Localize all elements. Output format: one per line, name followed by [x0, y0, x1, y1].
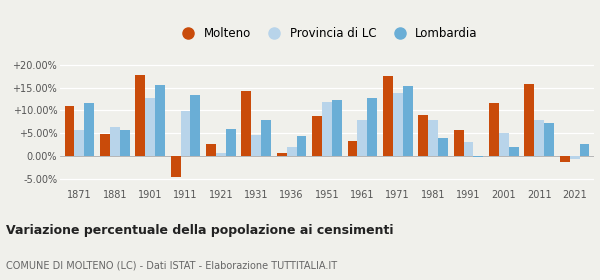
Bar	[332, 100, 342, 156]
Bar	[206, 144, 216, 156]
Bar	[473, 156, 484, 157]
Text: COMUNE DI MOLTENO (LC) - Dati ISTAT - Elaborazione TUTTITALIA.IT: COMUNE DI MOLTENO (LC) - Dati ISTAT - El…	[6, 261, 337, 271]
Bar	[251, 135, 261, 156]
Bar	[136, 75, 145, 156]
Text: Variazione percentuale della popolazione ai censimenti: Variazione percentuale della popolazione…	[6, 224, 394, 237]
Bar	[438, 138, 448, 156]
Bar	[393, 93, 403, 156]
Bar	[403, 87, 413, 156]
Bar	[464, 142, 473, 156]
Bar	[241, 91, 251, 156]
Bar	[322, 102, 332, 156]
Bar	[120, 130, 130, 156]
Bar	[544, 123, 554, 156]
Bar	[74, 130, 85, 156]
Bar	[560, 156, 569, 162]
Bar	[110, 127, 120, 156]
Bar	[261, 120, 271, 156]
Bar	[569, 156, 580, 160]
Bar	[418, 115, 428, 156]
Bar	[287, 147, 296, 156]
Bar	[181, 111, 190, 156]
Bar	[524, 84, 534, 156]
Bar	[296, 136, 307, 156]
Bar	[65, 106, 74, 156]
Bar	[454, 130, 464, 156]
Bar	[367, 98, 377, 156]
Bar	[170, 156, 181, 177]
Legend: Molteno, Provincia di LC, Lombardia: Molteno, Provincia di LC, Lombardia	[172, 22, 482, 45]
Bar	[277, 153, 287, 156]
Bar	[509, 147, 518, 156]
Bar	[216, 153, 226, 156]
Bar	[155, 85, 165, 156]
Bar	[489, 103, 499, 156]
Bar	[190, 95, 200, 156]
Bar	[347, 141, 358, 156]
Bar	[226, 129, 236, 156]
Bar	[358, 120, 367, 156]
Bar	[428, 120, 438, 156]
Bar	[145, 98, 155, 156]
Bar	[383, 76, 393, 156]
Bar	[85, 103, 94, 156]
Bar	[580, 144, 589, 156]
Bar	[312, 116, 322, 156]
Bar	[534, 120, 544, 156]
Bar	[100, 134, 110, 156]
Bar	[499, 133, 509, 156]
